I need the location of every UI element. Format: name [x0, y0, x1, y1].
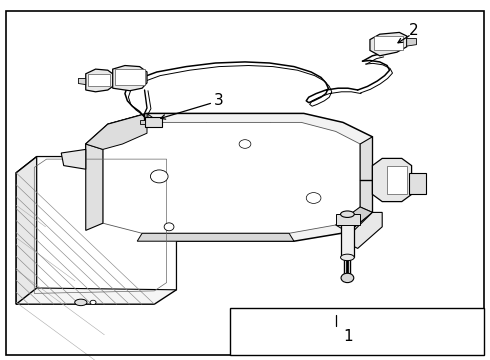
Ellipse shape — [74, 299, 87, 306]
Text: 2: 2 — [409, 23, 419, 38]
Polygon shape — [407, 39, 416, 46]
Polygon shape — [108, 113, 159, 131]
Circle shape — [306, 193, 321, 203]
Polygon shape — [137, 233, 294, 241]
Ellipse shape — [90, 300, 96, 305]
Polygon shape — [360, 137, 372, 212]
Polygon shape — [115, 69, 145, 85]
Polygon shape — [336, 207, 372, 232]
Polygon shape — [103, 122, 360, 233]
Circle shape — [341, 273, 354, 283]
Polygon shape — [374, 36, 403, 50]
Circle shape — [150, 170, 168, 183]
Polygon shape — [88, 74, 110, 86]
Bar — [341, 214, 354, 257]
Polygon shape — [86, 144, 103, 230]
Polygon shape — [370, 32, 407, 56]
Polygon shape — [78, 78, 86, 85]
Polygon shape — [86, 69, 115, 92]
Ellipse shape — [341, 211, 354, 217]
Circle shape — [239, 140, 251, 148]
Polygon shape — [140, 120, 145, 124]
Ellipse shape — [164, 223, 174, 231]
Polygon shape — [86, 113, 147, 149]
Bar — [230, 308, 484, 355]
Polygon shape — [86, 113, 372, 241]
Polygon shape — [372, 158, 412, 202]
Polygon shape — [336, 214, 360, 225]
Polygon shape — [113, 66, 147, 91]
Polygon shape — [387, 166, 407, 194]
Polygon shape — [145, 117, 162, 127]
Polygon shape — [343, 212, 382, 248]
Polygon shape — [16, 157, 176, 304]
Polygon shape — [16, 157, 37, 304]
Ellipse shape — [341, 254, 354, 261]
Polygon shape — [409, 173, 426, 194]
Polygon shape — [37, 157, 176, 290]
Text: 3: 3 — [214, 93, 224, 108]
Polygon shape — [61, 149, 86, 169]
Text: 1: 1 — [343, 329, 353, 344]
